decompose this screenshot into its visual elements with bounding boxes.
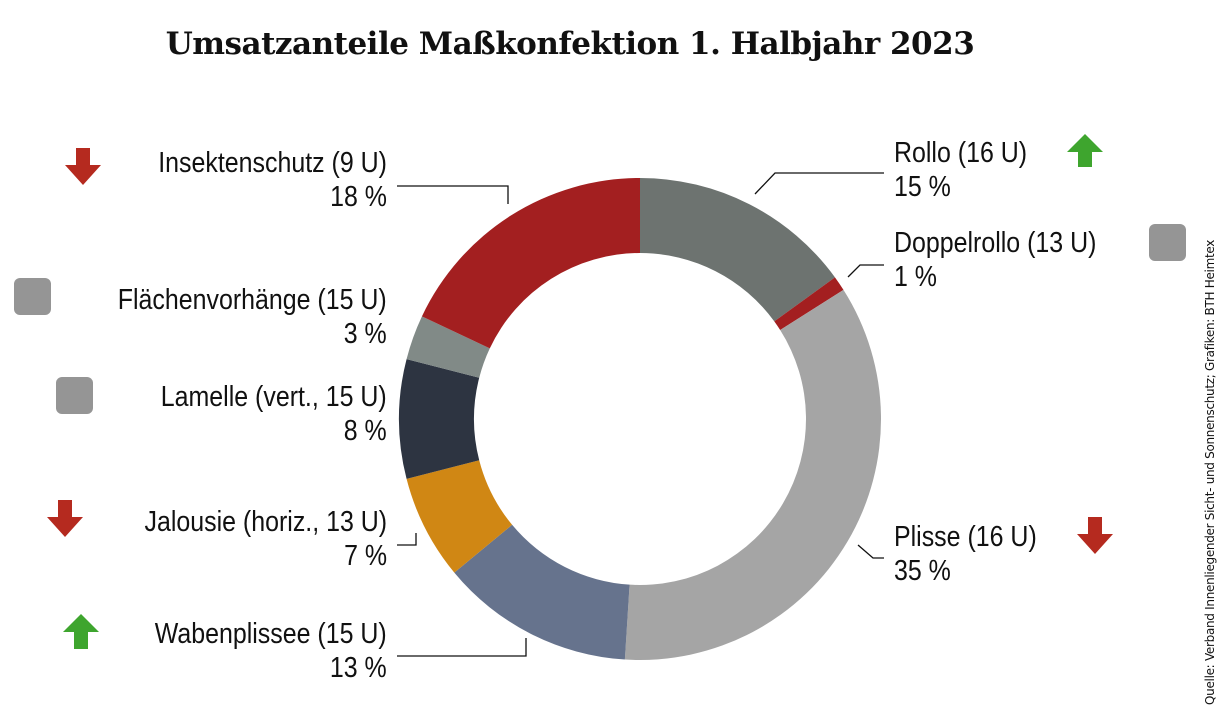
arrow-up-icon xyxy=(1067,134,1103,167)
label-rollo: Rollo (16 U) 15 % xyxy=(894,136,1027,204)
label-name: Rollo (16 U) xyxy=(894,137,1028,169)
label-percent: 7 % xyxy=(344,540,387,572)
arrow-down-icon xyxy=(65,148,101,185)
label-flaechenvorhaenge: Flächenvorhänge (15 U) 3 % xyxy=(118,283,387,351)
leader-line-rollo xyxy=(754,172,884,195)
chart-title: Umsatzanteile Maßkonfektion 1. Halbjahr … xyxy=(165,26,975,62)
arrow-down-icon xyxy=(47,500,83,537)
label-percent: 18 % xyxy=(330,181,387,213)
leader-line-doppelrollo xyxy=(847,264,884,278)
label-plisse: Plisse (16 U) 35 % xyxy=(894,520,1037,588)
label-percent: 15 % xyxy=(894,171,951,203)
leader-line-wabenplissee xyxy=(397,638,527,657)
donut-slice-doppelrollo xyxy=(774,277,844,331)
label-percent: 35 % xyxy=(894,555,951,587)
label-percent: 8 % xyxy=(344,415,387,447)
leader-line-plisse xyxy=(857,544,884,559)
donut-slice-jalousie-horiz xyxy=(406,460,513,573)
label-insektenschutz: Insektenschutz (9 U) 18 % xyxy=(158,146,387,214)
donut-slice-insektenschutz xyxy=(421,178,640,349)
leader-line-jalousie xyxy=(397,533,417,546)
leader-lines xyxy=(397,172,884,657)
donut-slice-rollo xyxy=(640,178,835,322)
label-lamelle: Lamelle (vert., 15 U) 8 % xyxy=(161,380,387,448)
label-name: Insektenschutz (9 U) xyxy=(158,147,387,179)
label-jalousie: Jalousie (horiz., 13 U) 7 % xyxy=(144,505,387,573)
donut-slice-wabenplissee xyxy=(454,524,630,660)
label-name: Jalousie (horiz., 13 U) xyxy=(144,506,387,538)
label-name: Plisse (16 U) xyxy=(894,521,1037,553)
label-doppelrollo: Doppelrollo (13 U) 1 % xyxy=(894,226,1096,294)
arrow-down-icon xyxy=(1077,517,1113,554)
label-name: Flächenvorhänge (15 U) xyxy=(118,284,387,316)
label-wabenplissee: Wabenplissee (15 U) 13 % xyxy=(155,617,387,685)
neutral-square-icon xyxy=(56,377,93,414)
label-percent: 1 % xyxy=(894,261,937,293)
donut-slice-plisse xyxy=(624,289,881,660)
leader-line-insektenschutz xyxy=(397,185,509,204)
label-name: Lamelle (vert., 15 U) xyxy=(161,381,387,413)
donut-slice-flächenvorhänge xyxy=(406,316,490,378)
donut-slices xyxy=(399,178,881,660)
arrow-up-icon xyxy=(63,614,99,649)
label-name: Doppelrollo (13 U) xyxy=(894,227,1097,259)
neutral-square-icon xyxy=(14,278,51,315)
donut-slice-lamelle-vert xyxy=(399,359,480,479)
source-note: Quelle: Verband Innenliegender Sicht- un… xyxy=(1203,239,1217,705)
neutral-square-icon xyxy=(1149,224,1186,261)
label-percent: 3 % xyxy=(344,318,387,350)
label-name: Wabenplissee (15 U) xyxy=(155,618,387,650)
label-percent: 13 % xyxy=(330,652,387,684)
